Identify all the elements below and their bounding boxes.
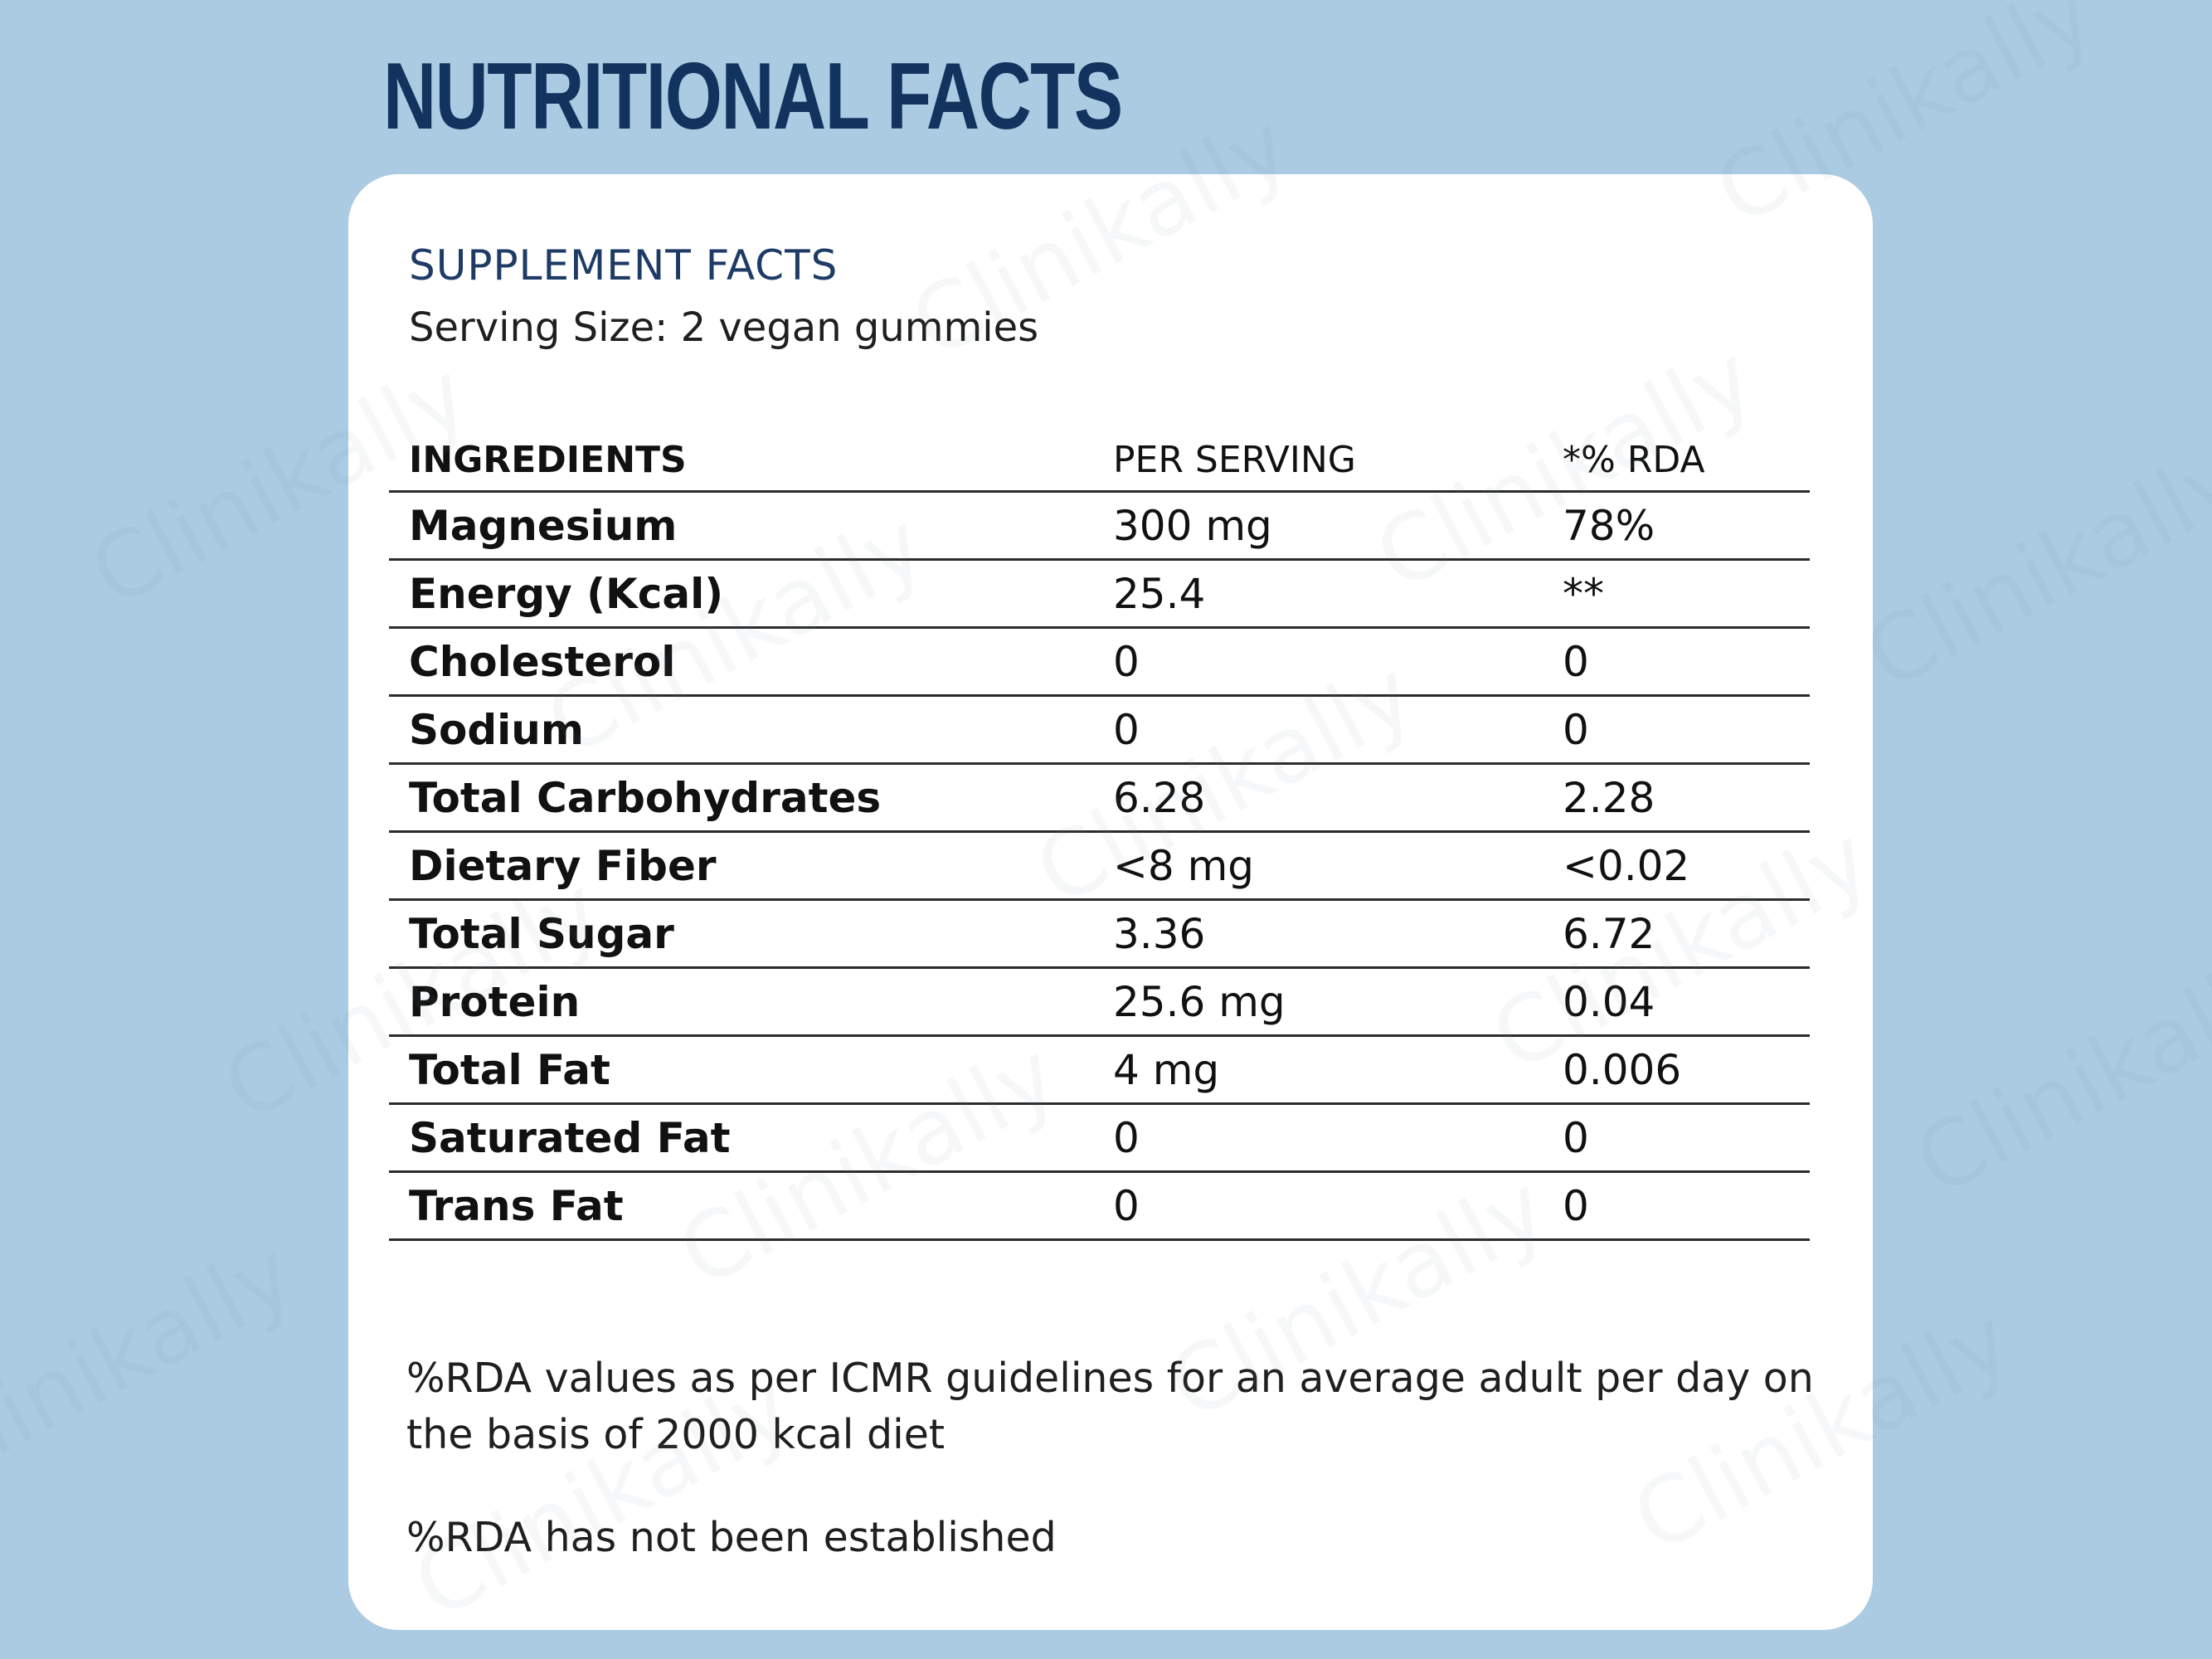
ingredient-name: Saturated Fat	[389, 1103, 1113, 1173]
page-title: NUTRITIONAL FACTS	[383, 44, 1123, 149]
per-serving-value: 4 mg	[1113, 1035, 1563, 1105]
table-header-row: INGREDIENTS PER SERVING *% RDA	[389, 429, 1810, 493]
ingredient-name: Energy (Kcal)	[389, 559, 1113, 629]
ingredient-name: Trans Fat	[389, 1171, 1113, 1241]
supplement-facts-heading: SUPPLEMENT FACTS	[409, 241, 839, 289]
table-row: Total Carbohydrates 6.28 2.28	[389, 763, 1810, 833]
rda-value: 2.28	[1563, 763, 1810, 833]
supplement-facts-card: SUPPLEMENT FACTS Serving Size: 2 vegan g…	[348, 174, 1873, 1630]
rda-value: 0	[1563, 1103, 1810, 1173]
rda-value: 0.006	[1563, 1035, 1810, 1105]
rda-value: 0	[1563, 1171, 1810, 1241]
ingredient-name: Cholesterol	[389, 627, 1113, 697]
ingredient-name: Protein	[389, 967, 1113, 1037]
column-header-per-serving: PER SERVING	[1113, 429, 1563, 493]
table-row: Trans Fat 0 0	[389, 1171, 1810, 1241]
per-serving-value: 25.4	[1113, 559, 1563, 629]
per-serving-value: 6.28	[1113, 763, 1563, 833]
per-serving-value: 0	[1113, 695, 1563, 765]
per-serving-value: 300 mg	[1113, 491, 1563, 561]
per-serving-value: <8 mg	[1113, 831, 1563, 901]
table-row: Saturated Fat 0 0	[389, 1103, 1810, 1173]
column-header-rda: *% RDA	[1563, 429, 1810, 493]
rda-value: 0	[1563, 627, 1810, 697]
rda-value: 0.04	[1563, 967, 1810, 1037]
per-serving-value: 3.36	[1113, 899, 1563, 969]
per-serving-value: 0	[1113, 627, 1563, 697]
ingredient-name: Dietary Fiber	[389, 831, 1113, 901]
watermark-text: Clinikally	[1898, 930, 2212, 1217]
rda-value: **	[1563, 559, 1810, 629]
table-row: Magnesium 300 mg 78%	[389, 491, 1810, 561]
ingredient-name: Total Carbohydrates	[389, 763, 1113, 833]
table-row: Total Fat 4 mg 0.006	[389, 1035, 1810, 1105]
rda-value: 78%	[1563, 491, 1810, 561]
rda-not-established-note: %RDA has not been established	[406, 1514, 1057, 1561]
table-row: Cholesterol 0 0	[389, 627, 1810, 697]
watermark-text: Clinikally	[1848, 424, 2212, 711]
rda-value: <0.02	[1563, 831, 1810, 901]
table-row: Sodium 0 0	[389, 695, 1810, 765]
rda-value: 6.72	[1563, 899, 1810, 969]
ingredient-name: Sodium	[389, 695, 1113, 765]
rda-basis-note: %RDA values as per ICMR guidelines for a…	[406, 1355, 1814, 1458]
per-serving-value: 0	[1113, 1171, 1563, 1241]
ingredient-name: Total Sugar	[389, 899, 1113, 969]
rda-value: 0	[1563, 695, 1810, 765]
ingredient-name: Total Fat	[389, 1035, 1113, 1105]
table-row: Total Sugar 3.36 6.72	[389, 899, 1810, 969]
ingredient-name: Magnesium	[389, 491, 1113, 561]
watermark-text: Clinikally	[0, 1220, 311, 1507]
column-header-ingredients: INGREDIENTS	[389, 429, 1113, 493]
table-row: Protein 25.6 mg 0.04	[389, 967, 1810, 1037]
per-serving-value: 0	[1113, 1103, 1563, 1173]
table-row: Energy (Kcal) 25.4 **	[389, 559, 1810, 629]
serving-size: Serving Size: 2 vegan gummies	[409, 304, 1039, 351]
table-row: Dietary Fiber <8 mg <0.02	[389, 831, 1810, 901]
nutrition-table: INGREDIENTS PER SERVING *% RDA Magnesium…	[389, 429, 1810, 1241]
per-serving-value: 25.6 mg	[1113, 967, 1563, 1037]
